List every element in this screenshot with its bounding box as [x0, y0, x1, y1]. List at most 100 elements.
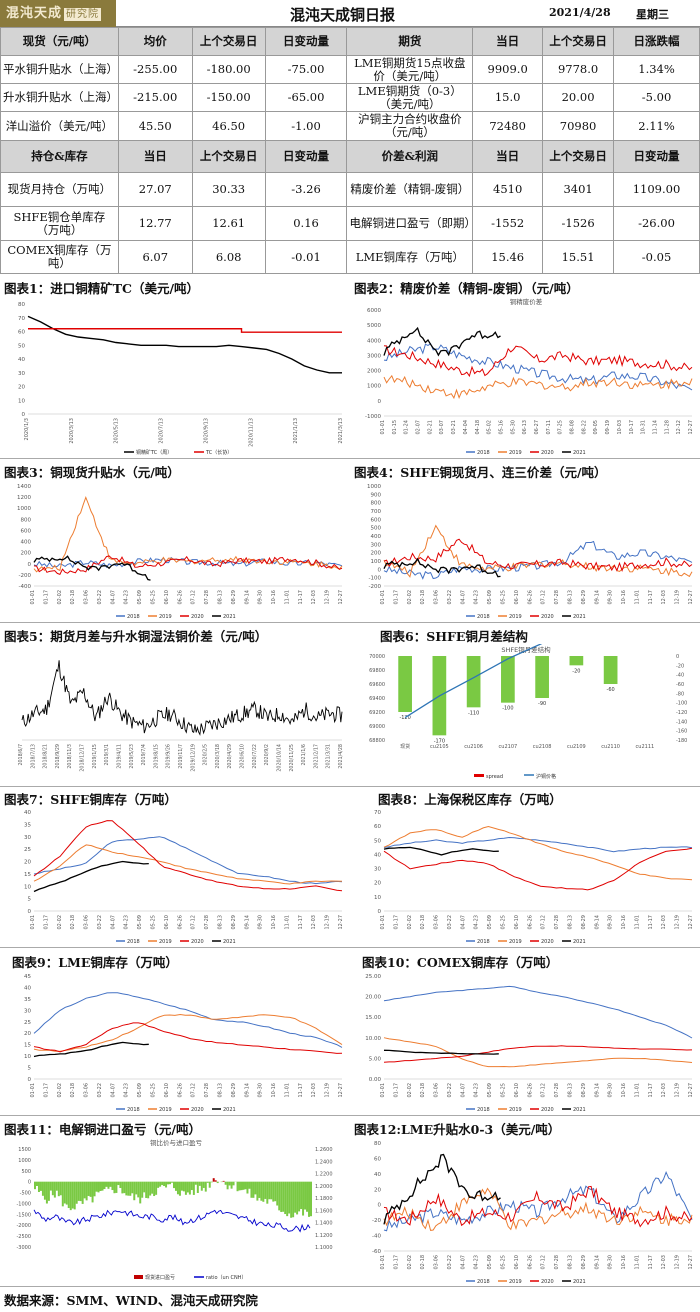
report-title: 混沌天成铜日报: [290, 6, 396, 24]
bar-label: -100: [502, 706, 513, 712]
bar: [59, 1181, 62, 1196]
y-tick-label: 1400: [17, 484, 31, 490]
series-line-2021: [383, 1153, 501, 1225]
bar-cu2107: [501, 656, 515, 703]
bar: [190, 1181, 193, 1191]
bar-cu2106: [466, 656, 481, 708]
y-tick-label: 30: [24, 835, 31, 841]
bar: [155, 1181, 158, 1195]
x-tick-label: 06-26: [177, 915, 183, 930]
chart-title-3: 图表3：铜现货升贴水（元/吨）: [4, 465, 180, 480]
table-cell: 70980: [542, 111, 615, 141]
x-tick-label: cu2109: [567, 744, 586, 750]
y-tick-label: 20: [374, 1187, 381, 1193]
table-cell: -0.05: [613, 240, 700, 274]
y-tick-label: 1200: [17, 495, 31, 501]
bar-现货: [398, 656, 412, 712]
series-line-2019: [383, 825, 693, 881]
x-tick-label: 09-30: [258, 915, 264, 930]
bar: [274, 1181, 277, 1202]
series-line-2021: [383, 557, 501, 578]
bar: [176, 1181, 179, 1195]
chart-title-5: 图表5：期货月差与升水铜湿法铜价差（元/吨）: [4, 629, 268, 644]
x-tick-label: 02-02: [407, 590, 413, 605]
x-tick-label: 12-03: [661, 1083, 667, 1098]
y-tick-label: 10.00: [365, 1036, 381, 1042]
y-tick-label: 69800: [369, 668, 385, 674]
header-cell: 当日: [117, 140, 193, 173]
bar: [308, 1181, 311, 1217]
x-tick-label: 2020/5/13: [114, 418, 120, 444]
ratio-line: [33, 1209, 311, 1233]
bar: [258, 1181, 261, 1198]
bar: [270, 1181, 273, 1200]
x-tick-label: 01-01: [380, 420, 386, 435]
y-tick-label: 5: [28, 1066, 32, 1072]
legend-label: 2019: [159, 614, 172, 620]
y-tick-label: 200: [371, 551, 382, 557]
y2-tick-label: -180: [676, 738, 687, 744]
bar: [111, 1181, 114, 1191]
y-tick-label: -400: [19, 584, 32, 590]
bar: [262, 1181, 265, 1202]
x-tick-label: 2019/1/15: [92, 744, 98, 769]
x-tick-label: 07-28: [204, 1083, 210, 1098]
bar: [49, 1181, 52, 1191]
legend-label: 2019: [509, 1279, 522, 1285]
bar: [178, 1181, 181, 1196]
x-tick-label: 2020/2/5: [203, 744, 209, 766]
chart-spot-premium: -400 -200 0 200 400 600 800 1000 1200 1400 01-01 01…: [17, 484, 344, 620]
x-tick-label: 2020/9/2: [264, 744, 270, 766]
bar: [99, 1181, 102, 1191]
x-tick-label: 06-27: [534, 420, 540, 435]
legend-label: 2020: [541, 450, 554, 456]
bar: [298, 1181, 301, 1212]
x-tick-label: 12-19: [675, 915, 681, 930]
x-tick-label: 09-14: [594, 590, 600, 605]
x-tick-label: 01-01: [380, 1083, 386, 1098]
chart-tc: 0 10 20 30 40 50 60 70 80 2020/1/3 2020/3/13 2020/5…: [18, 302, 344, 456]
header-cell: 持仓&库存: [0, 140, 119, 173]
header-cell: 日变动量: [264, 140, 348, 173]
bar: [222, 1180, 225, 1182]
position-spread-table: 持仓&库存 当日 上个交易日 日变动量 价差&利润 当日 上个交易日 日变动量 现货月持仓（万…: [0, 140, 700, 274]
bar: [101, 1181, 104, 1191]
y-tick-label: -1000: [365, 414, 381, 420]
legend-label: 2018: [127, 1107, 140, 1113]
bar: [65, 1181, 68, 1205]
legend-label: 2021: [573, 614, 586, 620]
x-tick-label: 12-12: [676, 420, 682, 435]
x-tick-label: 10-16: [271, 1083, 277, 1098]
x-tick-label: 07-12: [191, 590, 197, 605]
table-cell: 6.07: [117, 240, 193, 274]
table-cell: 20.00: [542, 83, 615, 112]
x-tick-label: 03-22: [447, 915, 453, 930]
y-tick-label: 400: [21, 540, 32, 546]
y-tick-label: 700: [371, 509, 382, 515]
x-tick-label: 04-04: [463, 420, 469, 435]
x-tick-label: 2019/7/4: [141, 744, 147, 766]
x-tick-label: 06-26: [527, 590, 533, 605]
x-tick-label: 04-23: [124, 1083, 130, 1098]
bar: [75, 1181, 78, 1204]
y-tick-label: 400: [371, 534, 382, 540]
x-tick-label: 02-18: [420, 1083, 426, 1098]
x-tick-label: 01-17: [43, 590, 49, 605]
bar: [194, 1181, 197, 1185]
x-tick-label: 12-03: [311, 915, 317, 930]
bar: [290, 1181, 293, 1218]
x-tick-label: 05-25: [151, 1083, 157, 1098]
x-tick-label: 03-22: [97, 915, 103, 930]
x-tick-label: 2021/3/31: [326, 744, 332, 769]
bar: [55, 1181, 58, 1191]
y-tick-label: -60: [372, 1249, 381, 1255]
bar: [174, 1181, 177, 1191]
x-tick-label: 09-30: [608, 1255, 614, 1270]
series-line-2018: [33, 992, 343, 1048]
chart-comex-stock: 0.00 5.00 10.00 15.00 20.00 25.00 01-01 01-17 02…: [365, 974, 694, 1113]
x-tick-label: 12-27: [688, 590, 694, 605]
x-tick-label: 06-10: [164, 590, 170, 605]
x-tick-label: 01-01: [30, 1083, 36, 1098]
x-tick-label: 12-19: [325, 915, 331, 930]
bar: [163, 1181, 166, 1187]
